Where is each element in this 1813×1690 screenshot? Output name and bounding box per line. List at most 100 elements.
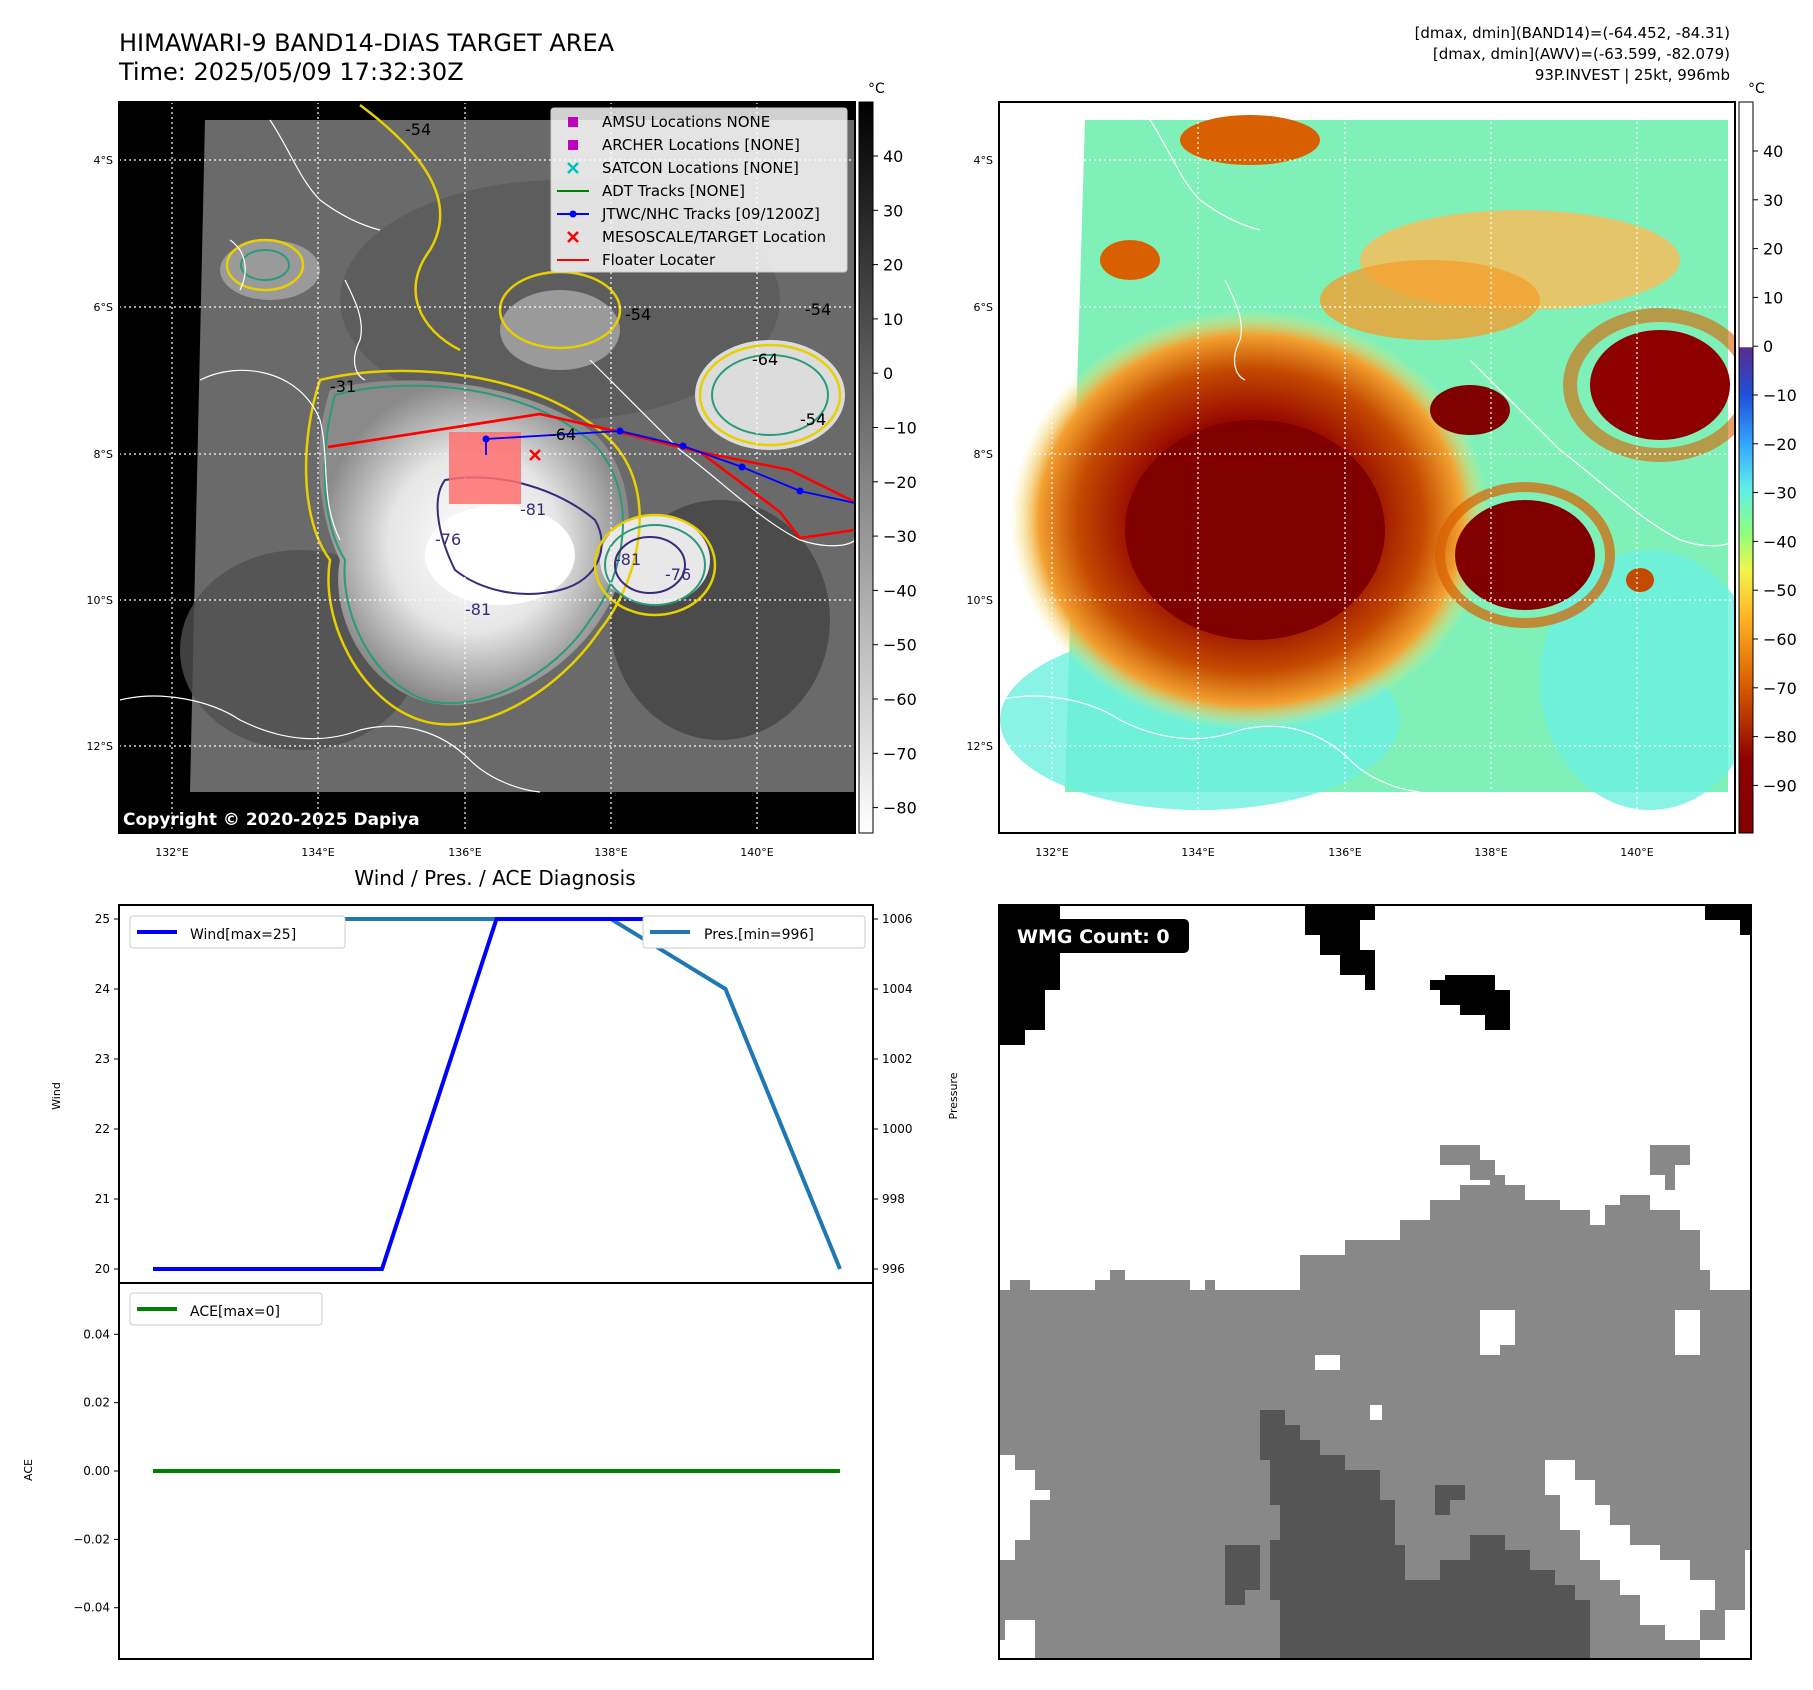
colorbar-tick-label: −30 xyxy=(1763,484,1797,503)
wind-pressure-panel: 25 24 23 22 21 20 1006 1004 1002 1000 998 996 Wind… xyxy=(50,904,960,1284)
map-frame xyxy=(118,101,856,834)
coastline-png xyxy=(589,359,855,547)
figure-title: HIMAWARI-9 BAND14-DIAS TARGET AREA xyxy=(119,29,615,57)
legend-label: ADT Tracks [NONE] xyxy=(602,182,745,200)
lon-tick-label: 134°E xyxy=(301,846,334,859)
colorbar-tick-label: 10 xyxy=(883,310,903,329)
ace-legend: ACE[max=0] xyxy=(129,1292,323,1326)
legend-row: Floater Locater xyxy=(557,251,716,269)
colorbar-tick-label: −50 xyxy=(1763,581,1797,600)
colorbar-tick-label: 20 xyxy=(1763,240,1783,259)
lat-tick-label: 6°S xyxy=(94,301,113,314)
band14-stats: [dmax, dmin](BAND14)=(-64.452, -84.31) xyxy=(1415,24,1730,42)
storm-info: 93P.INVEST | 25kt, 996mb xyxy=(1535,66,1730,84)
ace-axis-label: ACE xyxy=(22,1459,35,1481)
axis-tick-label: 21 xyxy=(95,1192,110,1206)
colorbar-unit: °C xyxy=(868,81,885,97)
contour-label: -76 xyxy=(435,530,461,549)
lon-tick-label: 136°E xyxy=(1328,846,1361,859)
legend-label: MESOSCALE/TARGET Location xyxy=(602,228,826,246)
legend-label: Floater Locater xyxy=(602,251,716,269)
colorbar-tick-label: −90 xyxy=(1763,776,1797,795)
colorbar-tick-label: −50 xyxy=(883,636,917,655)
colorbar-tick-label: −60 xyxy=(883,690,917,709)
colorbar-tick-label: 40 xyxy=(1763,142,1783,161)
legend-row: ARCHER Locations [NONE] xyxy=(568,136,800,154)
legend-row: SATCON Locations [NONE] xyxy=(567,159,799,177)
colorbar-tick-label: −70 xyxy=(1763,679,1797,698)
colorbar-tick-label: −10 xyxy=(1763,386,1797,405)
colorbar-tick-label: 0 xyxy=(1763,337,1773,356)
pressure-legend: Pres.[min=996] xyxy=(642,915,866,949)
target-area-box xyxy=(449,432,521,504)
awv-map xyxy=(998,101,1736,834)
lon-tick-label: 138°E xyxy=(594,846,627,859)
lat-tick-label: 12°S xyxy=(87,740,113,753)
colorbar-tick-label: 20 xyxy=(883,256,903,275)
lat-tick-label: 8°S xyxy=(974,448,993,461)
wmg-count-badge: WMG Count: 0 xyxy=(1007,919,1189,953)
contour-label: -54 xyxy=(405,120,431,139)
legend-label: SATCON Locations [NONE] xyxy=(602,159,799,177)
figure-time: Time: 2025/05/09 17:32:30Z xyxy=(118,58,464,86)
colorbar-tick-label: 30 xyxy=(883,201,903,220)
cloud-east xyxy=(695,340,845,450)
legend-label: JTWC/NHC Tracks [09/1200Z] xyxy=(601,205,820,223)
contour-label: -81 xyxy=(615,550,641,569)
legend-square-marker xyxy=(568,117,578,127)
axis-tick-label: 996 xyxy=(882,1262,905,1276)
colorbar-tick-label: −60 xyxy=(1763,630,1797,649)
contour-label: -54 xyxy=(625,305,651,324)
colorbar-tick-label: 0 xyxy=(883,364,893,383)
lat-tick-label: 10°S xyxy=(967,594,993,607)
colorbar-tick-label: −40 xyxy=(1763,532,1797,551)
legend-row: AMSU Locations NONE xyxy=(568,113,770,131)
colorbar-tick-label: −20 xyxy=(1763,435,1797,454)
axis-tick-label: 24 xyxy=(95,982,110,996)
axis-tick-label: 23 xyxy=(95,1052,110,1066)
band14-colorbar: °C 40 30 20 10 0 −10 −20 −30 −40 −50 −60 −70 −80 xyxy=(858,81,917,834)
contour-green xyxy=(323,384,624,705)
ace-legend-label: ACE[max=0] xyxy=(190,1304,280,1320)
contour-yellow xyxy=(304,369,641,726)
mesoscale-target-marker xyxy=(529,449,541,461)
legend-row: JTWC/NHC Tracks [09/1200Z] xyxy=(557,205,820,223)
wind-legend: Wind[max=25] xyxy=(129,915,346,949)
lat-tick-label: 4°S xyxy=(974,154,993,167)
axis-tick-label: 1002 xyxy=(882,1052,913,1066)
colorbar-tick-label: −30 xyxy=(883,527,917,546)
lat-tick-label: 12°S xyxy=(967,740,993,753)
awv-gridlines xyxy=(999,102,1735,833)
lat-tick-label: 8°S xyxy=(94,448,113,461)
contour-purple xyxy=(436,476,603,595)
map-legend: AMSU Locations NONE ARCHER Locations [NON… xyxy=(550,107,848,273)
axis-tick-label: 998 xyxy=(882,1192,905,1206)
colorbar-tick-label: 40 xyxy=(883,147,903,166)
axis-tick-label: −0.04 xyxy=(73,1601,110,1615)
contour-label: -76 xyxy=(665,565,691,584)
axis-tick-label: 0.00 xyxy=(83,1464,110,1478)
contour-label: -31 xyxy=(330,377,356,396)
awv-colorbar: °C 40 30 20 10 0 −10 −20 −30 −40 −50 −60 −70 −80 −90 xyxy=(1738,81,1797,834)
contour-label-group: -54 -64 -54 -76 -81 -76 -81 -54 -54 -31 … xyxy=(330,120,831,619)
awv-colorbar-unit: °C xyxy=(1748,81,1765,97)
legend-x-marker xyxy=(567,162,579,174)
legend-label: AMSU Locations NONE xyxy=(602,113,770,131)
wmg-count-label: WMG Count: 0 xyxy=(1017,926,1170,948)
awv-storm-center xyxy=(1125,420,1385,640)
band14-map: -54 -64 -54 -76 -81 -76 -81 -54 -54 -31 … xyxy=(118,101,856,834)
axis-tick-label: 0.04 xyxy=(83,1327,110,1341)
colorbar-tick-label: −80 xyxy=(883,799,917,818)
lat-tick-label: 10°S xyxy=(87,594,113,607)
lon-tick-label: 132°E xyxy=(1035,846,1068,859)
lon-tick-label: 136°E xyxy=(448,846,481,859)
wmg-frame xyxy=(998,904,1752,1660)
axis-tick-label: 22 xyxy=(95,1122,110,1136)
wind-legend-label: Wind[max=25] xyxy=(190,927,296,943)
ace-panel: 0.04 0.02 0.00 −0.02 −0.04 ACE ACE[max=0] xyxy=(22,1282,874,1660)
contour-label: -81 xyxy=(465,600,491,619)
coastline-australia xyxy=(119,695,541,793)
axis-tick-label: 1004 xyxy=(882,982,913,996)
axis-tick-label: 1000 xyxy=(882,1122,913,1136)
